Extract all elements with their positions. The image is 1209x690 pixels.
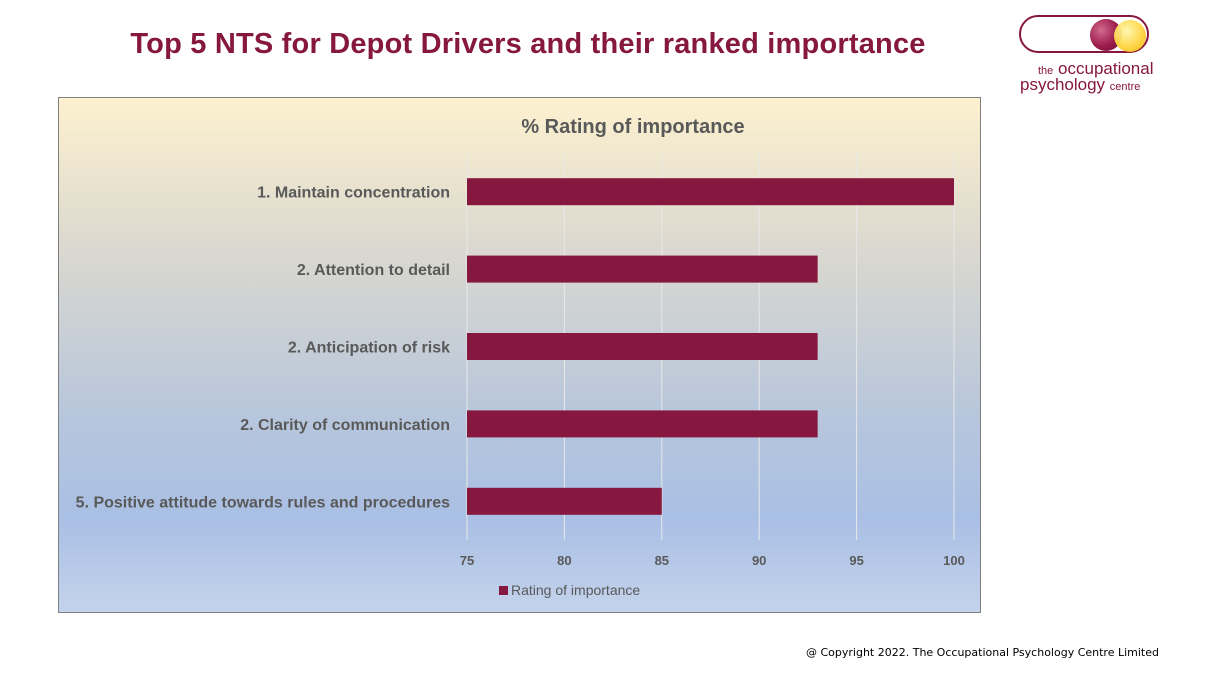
- x-tick-label-95: 95: [849, 553, 863, 568]
- copyright-notice: @ Copyright 2022. The Occupational Psych…: [806, 646, 1159, 659]
- company-logo: the occupational psychology centre: [1016, 12, 1156, 96]
- category-label-5: 5. Positive attitude towards rules and p…: [76, 494, 450, 511]
- x-tick-label-85: 85: [655, 553, 669, 568]
- slide-title: Top 5 NTS for Depot Drivers and their ra…: [130, 28, 926, 60]
- x-tick-label-80: 80: [557, 553, 571, 568]
- x-tick-label-75: 75: [460, 553, 474, 568]
- bar-chart: % Rating of importance 1. Maintain concen…: [76, 116, 965, 598]
- chart-area: % Rating of importance 1. Maintain concen…: [58, 97, 981, 613]
- logo-text-line2: psychology centre: [1020, 76, 1160, 96]
- bar-4: [467, 410, 818, 438]
- x-tick-label-90: 90: [752, 553, 766, 568]
- category-label-1: 1. Maintain concentration: [257, 185, 450, 202]
- bar-5: [467, 487, 662, 515]
- legend-swatch: [499, 586, 508, 595]
- logo-text-centre: centre: [1109, 81, 1141, 93]
- category-label-3: 2. Anticipation of risk: [288, 340, 450, 357]
- bar-3: [467, 333, 818, 360]
- logo-text-occupational: occupational: [1058, 59, 1154, 78]
- x-tick-label-100: 100: [943, 553, 965, 568]
- category-label-2: 2. Attention to detail: [297, 262, 450, 279]
- logo-text-line1: the occupational: [1038, 60, 1156, 80]
- logo-text-the: the: [1038, 65, 1054, 77]
- chart-title: % Rating of importance: [521, 116, 744, 138]
- category-label-4: 2. Clarity of communication: [240, 417, 450, 434]
- logo-text-psychology: psychology: [1020, 75, 1106, 94]
- legend-label: Rating of importance: [511, 582, 640, 598]
- bar-2: [467, 255, 818, 283]
- logo-yellow-circle: [1114, 20, 1146, 52]
- bar-1: [467, 178, 954, 206]
